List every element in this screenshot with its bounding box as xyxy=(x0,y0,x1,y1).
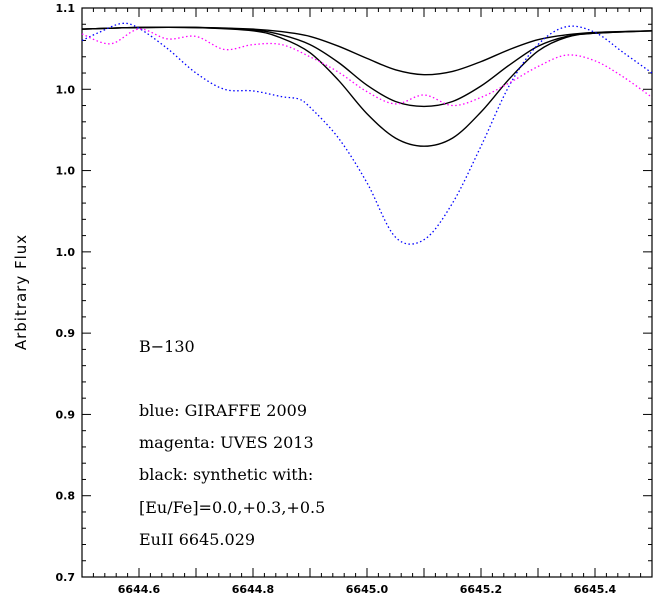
uves-line xyxy=(81,28,653,107)
annotation-line-id: EuII 6645.029 xyxy=(139,530,255,549)
series-layer xyxy=(81,22,653,245)
x-tick-label: 6645.2 xyxy=(460,583,502,596)
plot-frame xyxy=(81,7,653,578)
annotation-black: black: synthetic with: xyxy=(139,465,313,484)
annotation-abundance: [Eu/Fe]=0.0,+0.3,+0.5 xyxy=(139,498,325,517)
synthetic-line-3 xyxy=(81,26,653,147)
y-tick-label: 1.0 xyxy=(56,83,76,96)
annotation-magenta: magenta: UVES 2013 xyxy=(139,433,314,452)
x-tick-label: 6644.6 xyxy=(118,583,161,596)
y-tick-label: 0.8 xyxy=(56,490,76,503)
y-axis-label: Arbitrary Flux xyxy=(12,234,30,350)
y-tick-label: 1.1 xyxy=(56,2,76,15)
y-tick-label: 0.7 xyxy=(56,571,76,584)
giraffe-line xyxy=(81,22,653,245)
y-tick-label: 0.9 xyxy=(56,408,76,421)
synthetic-line-1 xyxy=(81,26,653,76)
x-tick-label: 6645.4 xyxy=(574,583,617,596)
x-tick-label: 6644.8 xyxy=(232,583,274,596)
y-tick-label: 1.0 xyxy=(56,165,76,178)
y-tick-label: 1.0 xyxy=(56,246,76,259)
y-tick-label: 0.9 xyxy=(56,327,76,340)
axis-ticks xyxy=(81,7,653,578)
x-tick-label: 6645.0 xyxy=(346,583,389,596)
tick-labels: 6644.6 6644.8 6645.0 6645.2 6645.4 0.7 0.8 0.9 0… xyxy=(56,2,617,596)
annotation-blue: blue: GIRAFFE 2009 xyxy=(139,401,307,420)
annotation-star-id: B−130 xyxy=(139,337,195,356)
